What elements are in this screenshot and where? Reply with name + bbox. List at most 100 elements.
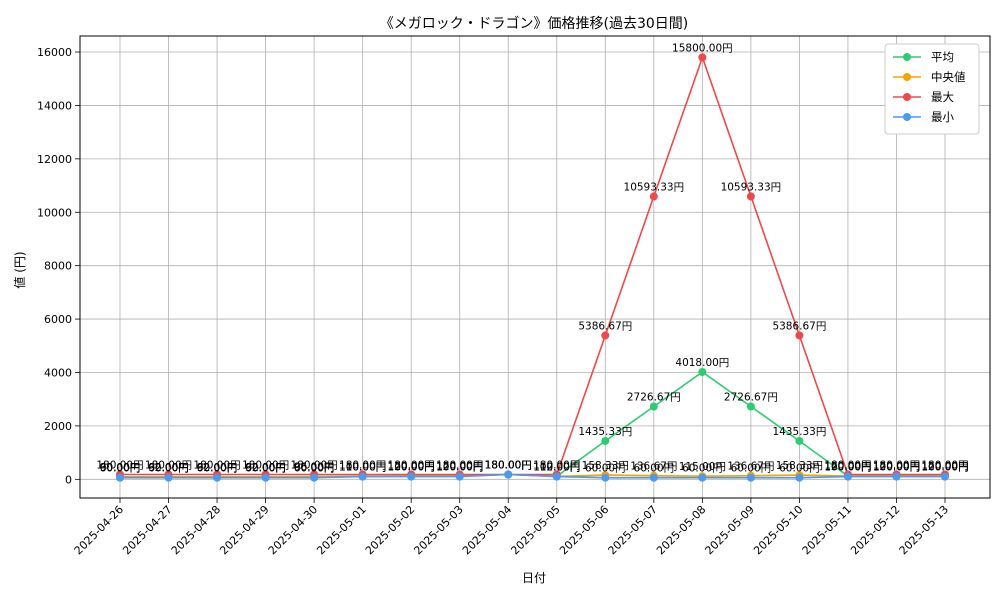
x-axis-label: 日付	[522, 571, 546, 585]
data-point	[795, 473, 804, 482]
data-label: 92.00円	[148, 462, 189, 474]
data-label: 120.00円	[921, 461, 968, 473]
data-label: 100.00円	[873, 462, 920, 474]
data-label: 2726.67円	[724, 391, 778, 403]
data-point	[941, 472, 949, 481]
data-label: 96.00円	[294, 462, 335, 474]
data-point	[795, 331, 804, 340]
data-label: 5386.67円	[772, 320, 826, 332]
y-tick-label: 6000	[44, 313, 72, 326]
data-point	[552, 472, 561, 481]
data-point	[358, 472, 367, 481]
data-label: 180.00円	[96, 459, 143, 471]
data-label: 1435.33円	[772, 426, 826, 438]
y-tick-label: 4000	[44, 366, 72, 379]
series-最小	[116, 470, 949, 482]
data-point	[795, 436, 804, 445]
data-label: 136.67円	[727, 461, 774, 473]
data-label: 60.00円	[779, 463, 820, 475]
data-point	[164, 473, 173, 482]
data-label: 120.00円	[824, 461, 871, 473]
data-label: 60.00円	[100, 463, 141, 475]
data-label: 120.00円	[436, 461, 483, 473]
plot-area	[80, 36, 990, 498]
data-label: 136.67円	[630, 461, 677, 473]
data-label: 2726.67円	[627, 391, 681, 403]
data-label: 10593.33円	[624, 181, 685, 193]
data-label: 180.00円	[485, 459, 532, 471]
data-point	[649, 473, 658, 482]
data-label: 180.00円	[921, 459, 968, 471]
data-label: 60.00円	[731, 463, 772, 475]
data-label: 60.00円	[148, 463, 189, 475]
data-label: 96.00円	[294, 462, 335, 474]
axes-frame	[79, 35, 991, 499]
data-point	[746, 473, 755, 482]
data-label: 112.00円	[533, 461, 580, 473]
data-label: 180.00円	[873, 459, 920, 471]
data-label: 120.00円	[388, 461, 435, 473]
data-label: 90.00円	[100, 462, 141, 474]
data-label: 5386.67円	[578, 320, 632, 332]
data-point	[698, 368, 707, 377]
data-point	[601, 331, 610, 340]
data-label: 180.00円	[145, 459, 192, 471]
data-label: 60.00円	[682, 463, 723, 475]
data-label: 180.00円	[339, 459, 386, 471]
data-label: 60.00円	[197, 463, 238, 475]
data-point	[649, 402, 658, 411]
data-label: 100.00円	[436, 462, 483, 474]
series-line	[120, 473, 945, 479]
chart-title: 《メガロック・ドラゴン》価格推移(過去30日間)	[380, 15, 688, 32]
data-point	[455, 472, 464, 481]
data-label: 180.00円	[485, 459, 532, 471]
data-label: 60.00円	[294, 463, 335, 475]
data-label: 110.00円	[339, 461, 386, 473]
y-tick-label: 8000	[44, 260, 72, 273]
data-label: 92.00円	[245, 462, 286, 474]
data-label: 120.00円	[824, 461, 871, 473]
data-label: 92.00円	[197, 462, 238, 474]
legend-label: 中央値	[931, 70, 966, 84]
data-point	[698, 53, 707, 62]
data-label: 92.00円	[197, 462, 238, 474]
data-label: 60.00円	[634, 463, 675, 475]
data-point	[601, 473, 610, 482]
data-label: 92.00円	[245, 462, 286, 474]
legend-label: 最大	[931, 90, 954, 104]
data-label: 100.00円	[824, 462, 871, 474]
y-tick-label: 14000	[37, 99, 72, 112]
data-label: 110.00円	[339, 461, 386, 473]
data-point	[892, 472, 901, 481]
data-label: 90.00円	[100, 462, 141, 474]
legend-marker	[903, 113, 911, 121]
data-label: 180.00円	[242, 459, 289, 471]
legend-marker	[903, 93, 911, 101]
data-label: 180.00円	[388, 459, 435, 471]
data-label: 100.00円	[388, 462, 435, 474]
data-point	[746, 192, 755, 201]
legend-marker	[903, 53, 911, 61]
data-label: 158.33円	[582, 460, 629, 472]
data-label: 110.00円	[533, 461, 580, 473]
data-label: 60.00円	[585, 463, 626, 475]
series-line	[120, 54, 945, 476]
data-label: 158.33円	[776, 460, 823, 472]
data-point	[407, 472, 416, 481]
data-label: 120.00円	[873, 461, 920, 473]
data-point	[746, 402, 755, 411]
data-point	[116, 473, 124, 482]
data-point	[649, 192, 658, 201]
data-label: 180.00円	[436, 459, 483, 471]
y-axis-label: 値 (円)	[12, 251, 27, 288]
data-label: 1435.33円	[578, 426, 632, 438]
legend-label: 平均	[931, 50, 954, 64]
data-label: 180.00円	[485, 459, 532, 471]
y-tick-label: 10000	[37, 206, 72, 219]
data-label: 60.00円	[245, 463, 286, 475]
y-tick-label: 2000	[44, 420, 72, 433]
data-label: 100.00円	[921, 462, 968, 474]
data-label: 4018.00円	[675, 357, 729, 369]
